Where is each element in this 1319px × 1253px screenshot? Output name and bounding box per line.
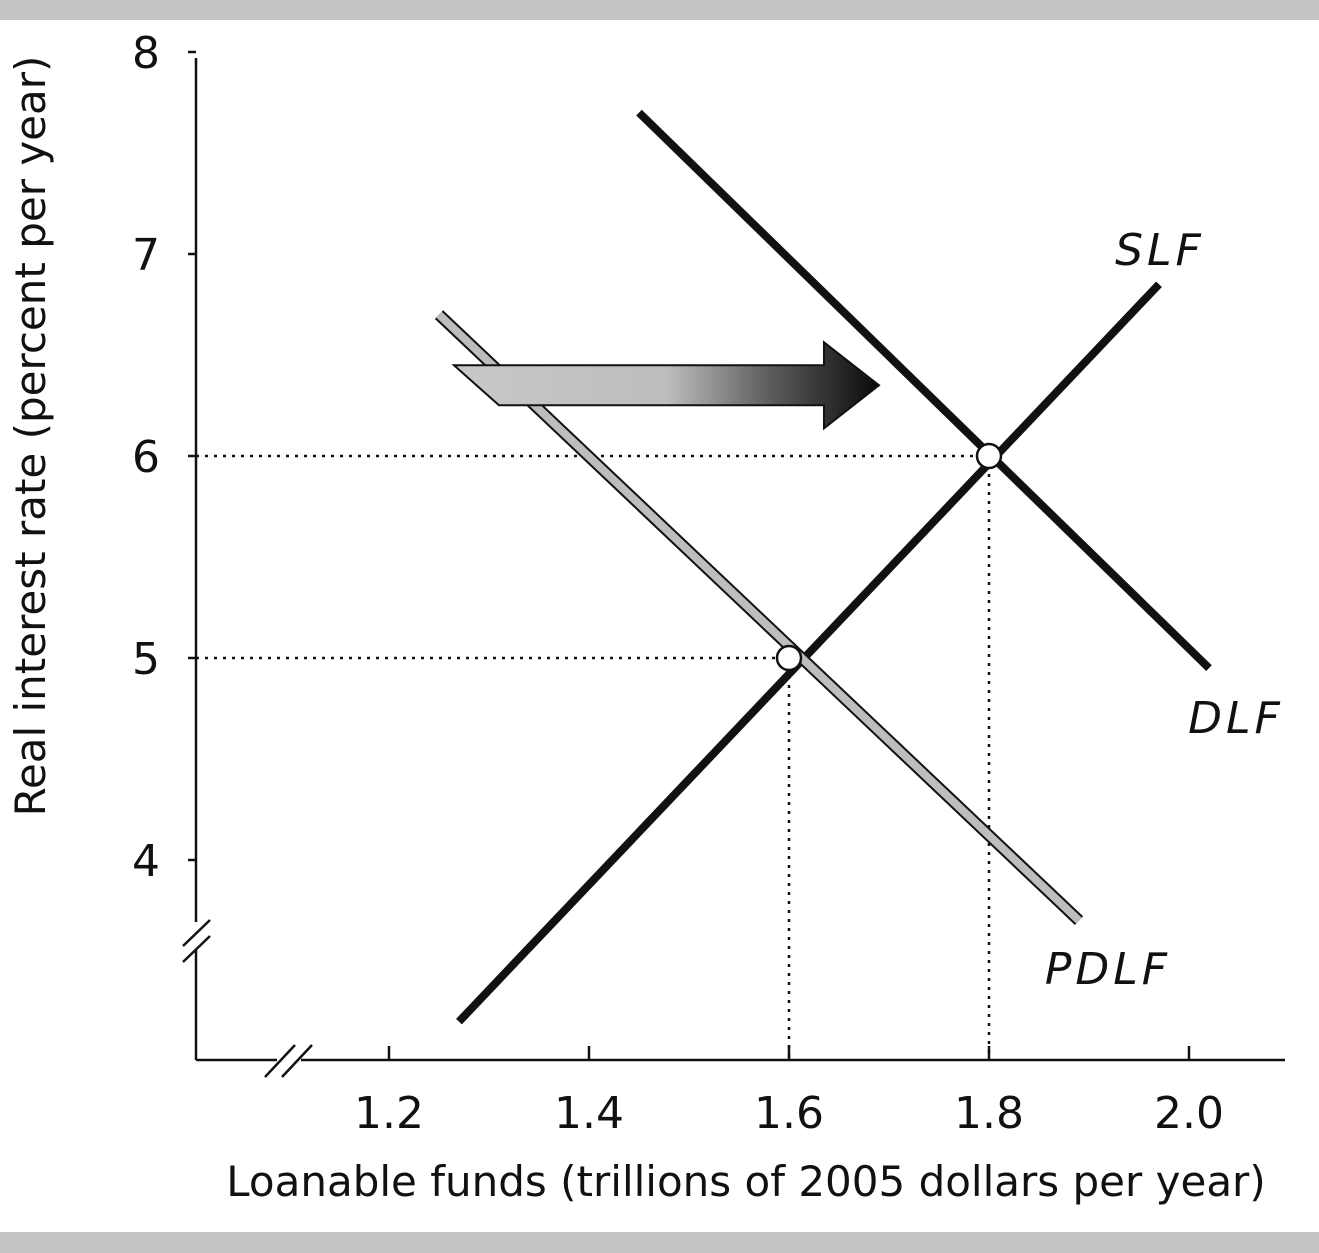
- bottom-border-band: [0, 1232, 1319, 1253]
- x-tick-label: 1.8: [954, 1088, 1024, 1139]
- curve-DLF: [636, 109, 1212, 671]
- shift-arrow-shape: [451, 340, 881, 431]
- curve-SLF: [456, 281, 1162, 1025]
- y-tick-label: 6: [132, 432, 160, 483]
- x-axis-title: Loanable funds (trillions of 2005 dollar…: [226, 1157, 1265, 1206]
- labels: Loanable funds (trillions of 2005 dollar…: [6, 56, 1284, 1206]
- y-axis-title: Real interest rate (percent per year): [6, 56, 55, 817]
- axes: 4 5 6 7 8 1.2 1.4 1.6 1.8 2.0: [132, 28, 1285, 1139]
- curves: [434, 109, 1212, 1025]
- x-tick-label: 1.4: [554, 1088, 624, 1139]
- curve-PDLF: [436, 311, 1082, 924]
- y-axis-break: [182, 919, 211, 963]
- curve-label-PDLF: PDLF: [1045, 944, 1171, 995]
- curve-label-SLF: SLF: [1115, 225, 1205, 276]
- y-tick-label: 7: [132, 230, 160, 281]
- x-axis-break: [264, 1044, 313, 1078]
- y-tick-label: 4: [132, 836, 160, 887]
- x-tick-label: 2.0: [1154, 1088, 1224, 1139]
- x-tick-label: 1.6: [754, 1088, 824, 1139]
- top-border-band: [0, 0, 1319, 20]
- y-tick-label: 5: [132, 634, 160, 685]
- equilibrium-points: [775, 442, 1003, 672]
- guide-lines: [196, 454, 991, 1060]
- y-tick-label: 8: [132, 28, 160, 79]
- equilibrium-point: [775, 644, 803, 672]
- curve-label-DLF: DLF: [1188, 693, 1284, 744]
- x-tick-label: 1.2: [354, 1088, 424, 1139]
- demand-shift-arrow: [451, 340, 881, 431]
- equilibrium-point: [975, 442, 1003, 470]
